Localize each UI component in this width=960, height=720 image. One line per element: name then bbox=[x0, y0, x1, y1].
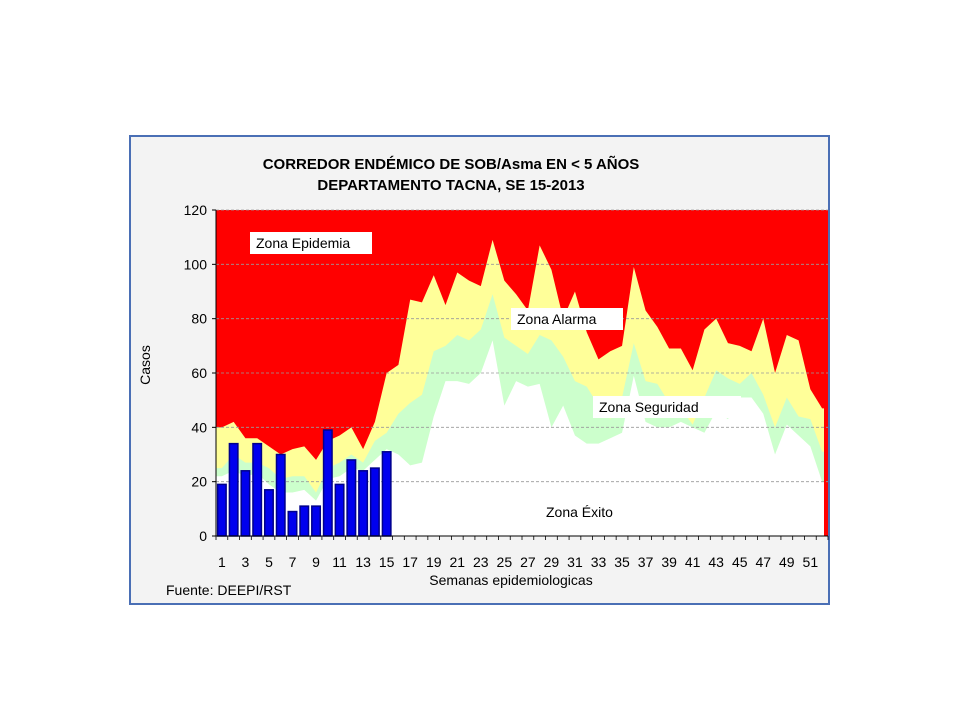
bar-week-13 bbox=[358, 470, 369, 537]
zone-epidemia-label: Zona Epidemia bbox=[256, 235, 350, 251]
x-tick-label: 23 bbox=[473, 554, 489, 570]
chart-title-line-1: CORREDOR ENDÉMICO DE SOB/Asma EN < 5 AÑO… bbox=[263, 155, 640, 173]
x-tick-label: 35 bbox=[614, 554, 630, 570]
x-tick-label: 41 bbox=[685, 554, 701, 570]
x-tick-label: 45 bbox=[732, 554, 748, 570]
chart-title-line-2: DEPARTAMENTO TACNA, SE 15-2013 bbox=[317, 177, 584, 194]
x-tick-label: 3 bbox=[242, 554, 250, 570]
x-tick-label: 17 bbox=[402, 554, 418, 570]
x-tick-label: 43 bbox=[708, 554, 724, 570]
x-axis-label: Semanas epidemiologicas bbox=[429, 572, 592, 588]
bar-week-1 bbox=[216, 483, 227, 537]
chart-frame: CORREDOR ENDÉMICO DE SOB/Asma EN < 5 AÑO… bbox=[129, 135, 830, 605]
x-tick-label: 11 bbox=[332, 554, 347, 570]
zone-exito-label: Zona Éxito bbox=[546, 504, 613, 520]
zone-alarma-label: Zona Alarma bbox=[517, 311, 597, 327]
y-tick-label: 120 bbox=[184, 202, 208, 218]
x-tick-label: 19 bbox=[426, 554, 442, 570]
y-tick-label: 100 bbox=[184, 256, 208, 272]
chart: CORREDOR ENDÉMICO DE SOB/Asma EN < 5 AÑO… bbox=[137, 155, 829, 598]
x-tick-label: 9 bbox=[312, 554, 320, 570]
x-tick-label: 51 bbox=[803, 554, 819, 570]
bar-week-14 bbox=[369, 467, 380, 537]
y-tick-label: 60 bbox=[191, 365, 207, 381]
source-note: Fuente: DEEPI/RST bbox=[166, 582, 292, 598]
x-tick-label: 37 bbox=[638, 554, 654, 570]
x-tick-label: 21 bbox=[449, 554, 465, 570]
x-tick-label: 7 bbox=[289, 554, 297, 570]
x-tick-label: 47 bbox=[755, 554, 771, 570]
bar-week-5 bbox=[263, 489, 274, 537]
zone-alarma-label-box bbox=[511, 308, 623, 330]
x-tick-label: 13 bbox=[355, 554, 371, 570]
zone-epidemia-label-box bbox=[250, 232, 372, 254]
bar-week-15 bbox=[381, 451, 392, 537]
bar-week-3 bbox=[240, 470, 251, 537]
bar-week-12 bbox=[346, 459, 357, 537]
bar-week-11 bbox=[334, 483, 345, 537]
y-tick-label: 40 bbox=[191, 419, 207, 435]
bar-week-7 bbox=[287, 510, 298, 537]
bar-week-6 bbox=[275, 453, 286, 537]
x-tick-label: 39 bbox=[661, 554, 677, 570]
bar-week-9 bbox=[311, 505, 322, 537]
zone-seguridad-label-box bbox=[593, 396, 741, 418]
y-tick-label: 20 bbox=[191, 474, 207, 490]
y-axis-label: Casos bbox=[137, 345, 153, 385]
bar-week-10 bbox=[322, 429, 333, 537]
x-tick-label: 25 bbox=[497, 554, 513, 570]
bar-week-4 bbox=[252, 442, 263, 537]
x-tick-label: 29 bbox=[544, 554, 560, 570]
x-tick-label: 15 bbox=[379, 554, 395, 570]
x-tick-label: 1 bbox=[218, 554, 226, 570]
x-tick-label: 27 bbox=[520, 554, 536, 570]
zone-seguridad-label: Zona Seguridad bbox=[599, 399, 699, 415]
x-tick-label: 5 bbox=[265, 554, 273, 570]
bar-week-8 bbox=[299, 505, 310, 537]
bar-week-2 bbox=[228, 442, 239, 537]
x-tick-label: 49 bbox=[779, 554, 795, 570]
x-tick-label: 33 bbox=[591, 554, 607, 570]
x-tick-label: 31 bbox=[567, 554, 583, 570]
y-tick-label: 0 bbox=[199, 528, 207, 544]
y-tick-label: 80 bbox=[191, 311, 207, 327]
